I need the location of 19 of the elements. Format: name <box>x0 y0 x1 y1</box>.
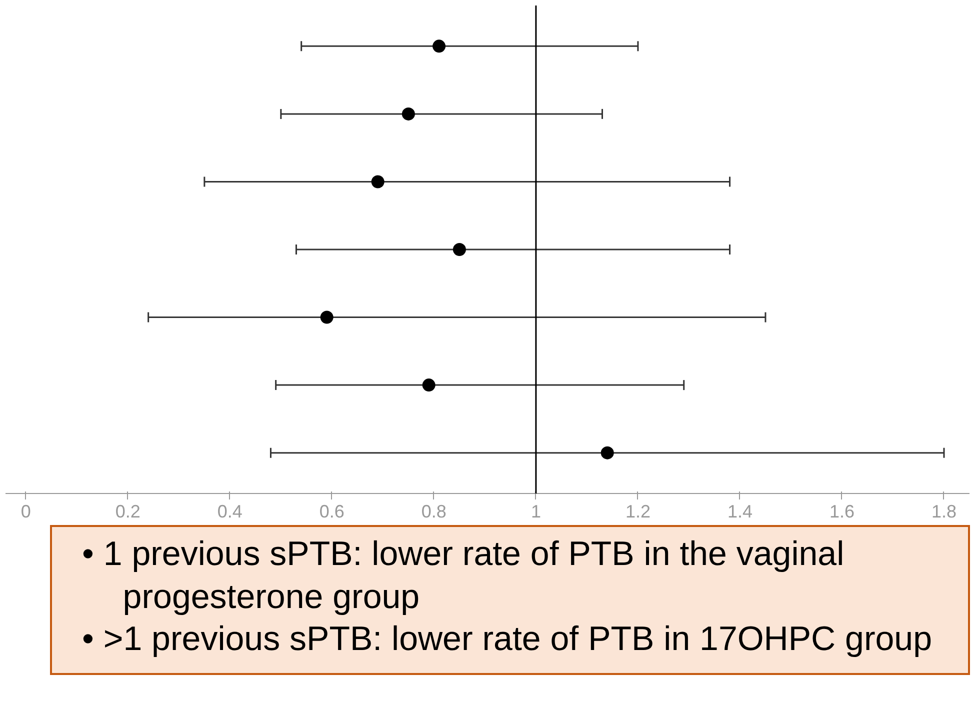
x-tick-label: 0.2 <box>115 502 140 522</box>
text: • 1 previous sPTB: lower rate of PTB in the vaginal progesterone group <box>82 534 846 618</box>
x-tick-label: 1.4 <box>727 502 752 522</box>
x-tick-label: 0.6 <box>319 502 344 522</box>
x-tick-label: 1 <box>530 502 541 522</box>
point <box>452 243 466 256</box>
x-tick-label: 0.4 <box>217 502 242 522</box>
point <box>600 446 614 460</box>
x-tick-label: 0 <box>20 502 31 522</box>
point <box>432 40 446 53</box>
x-tick-label: 0.8 <box>421 502 446 522</box>
x-tick-label: 1.8 <box>931 502 957 522</box>
text: • >1 previous sPTB: lower rate of PTB in 17OHPC group <box>82 619 933 660</box>
point <box>422 378 436 392</box>
x-tick-label: 1.2 <box>625 502 650 522</box>
x-tick-label: 1.6 <box>829 502 855 522</box>
point <box>402 107 415 120</box>
point <box>320 310 334 324</box>
point <box>371 175 384 188</box>
